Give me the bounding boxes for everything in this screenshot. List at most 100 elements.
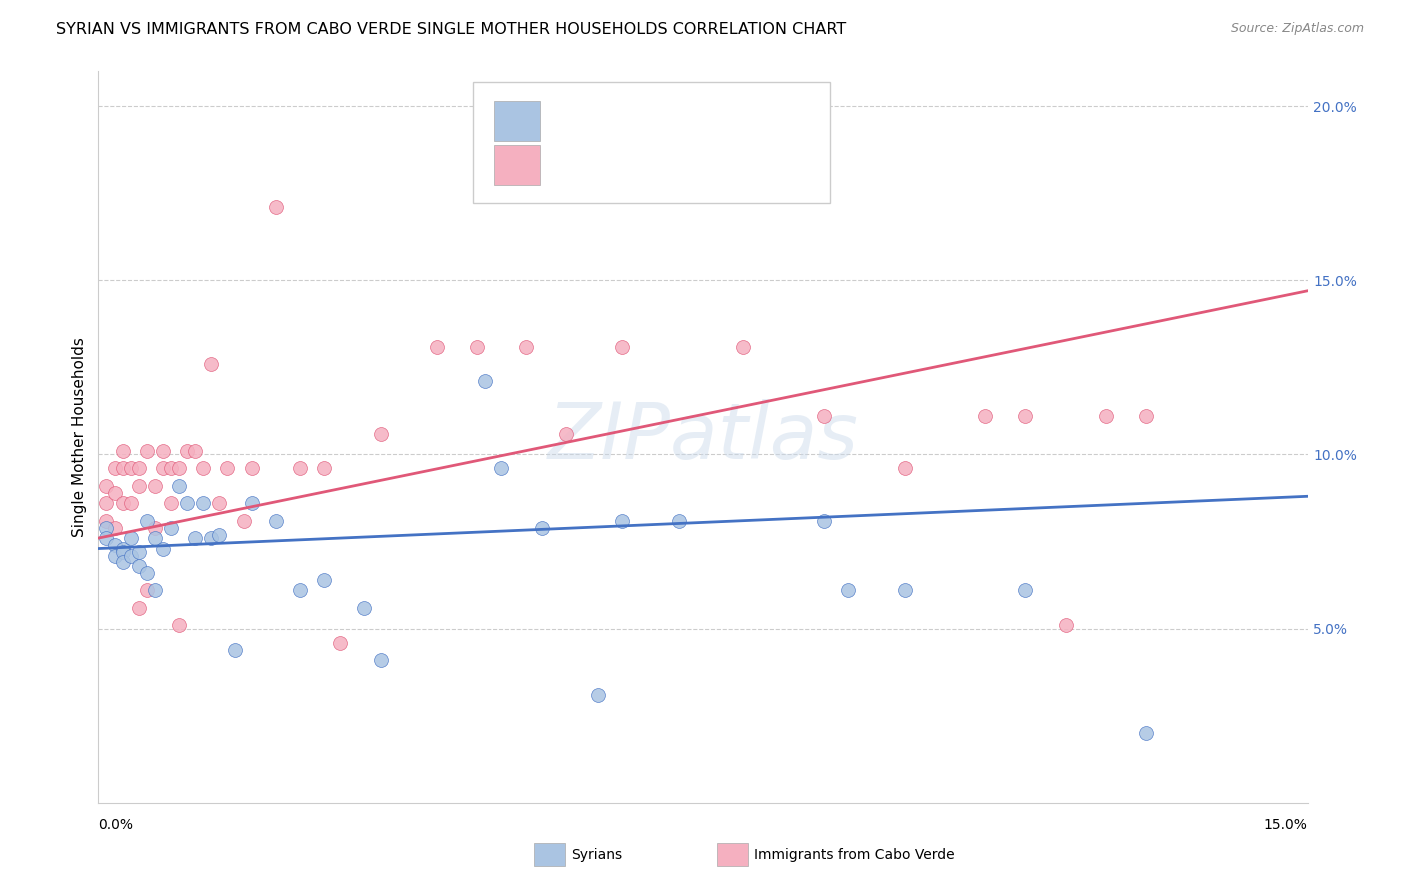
Point [103, 549, 125, 563]
Point [208, 496, 231, 510]
Point [1014, 409, 1036, 424]
Text: R =: R = [558, 112, 593, 130]
Point [240, 461, 263, 475]
Point [288, 583, 311, 598]
Point [167, 461, 190, 475]
Point [733, 339, 755, 353]
Point [160, 461, 183, 475]
Point [143, 479, 166, 493]
Point [176, 496, 198, 510]
Point [314, 461, 336, 475]
Text: ZIPatlas: ZIPatlas [547, 399, 859, 475]
Point [426, 339, 449, 353]
Point [120, 531, 142, 545]
Point [111, 556, 134, 570]
Point [128, 545, 150, 559]
Point [200, 357, 222, 371]
Point [128, 479, 150, 493]
Point [111, 444, 134, 458]
Point [515, 339, 537, 353]
Point [143, 521, 166, 535]
Point [465, 339, 488, 353]
Point [96, 496, 118, 510]
Point [135, 514, 157, 528]
Point [370, 653, 392, 667]
Point [160, 496, 183, 510]
Point [264, 200, 287, 214]
Text: 41: 41 [782, 112, 804, 130]
Text: N =: N = [716, 112, 752, 130]
Text: 0.0%: 0.0% [98, 818, 134, 832]
Point [128, 558, 150, 573]
Point [288, 461, 311, 475]
FancyBboxPatch shape [474, 82, 830, 203]
Text: 0.107: 0.107 [624, 112, 676, 130]
Text: Source: ZipAtlas.com: Source: ZipAtlas.com [1230, 22, 1364, 36]
Point [103, 538, 125, 552]
Point [530, 521, 553, 535]
Point [329, 635, 352, 649]
Point [96, 514, 118, 528]
Text: 0.384: 0.384 [624, 156, 678, 174]
Point [1135, 726, 1157, 740]
Point [96, 531, 118, 545]
Point [1054, 618, 1077, 632]
Point [668, 514, 690, 528]
Point [167, 479, 190, 493]
Point [555, 426, 578, 441]
FancyBboxPatch shape [494, 145, 540, 186]
Point [184, 531, 207, 545]
Point [167, 618, 190, 632]
Text: Immigrants from Cabo Verde: Immigrants from Cabo Verde [754, 847, 955, 862]
Point [264, 514, 287, 528]
Point [491, 461, 513, 475]
Point [120, 549, 142, 563]
Point [128, 600, 150, 615]
Point [837, 583, 859, 598]
Point [111, 461, 134, 475]
Point [232, 514, 254, 528]
Text: SYRIAN VS IMMIGRANTS FROM CABO VERDE SINGLE MOTHER HOUSEHOLDS CORRELATION CHART: SYRIAN VS IMMIGRANTS FROM CABO VERDE SIN… [56, 22, 846, 37]
Point [193, 461, 215, 475]
Point [224, 642, 246, 657]
Point [111, 541, 134, 556]
Point [135, 566, 157, 580]
Y-axis label: Single Mother Households: Single Mother Households [72, 337, 87, 537]
Point [474, 375, 496, 389]
Point [128, 461, 150, 475]
Point [1095, 409, 1118, 424]
Point [111, 545, 134, 559]
FancyBboxPatch shape [494, 101, 540, 141]
Point [135, 444, 157, 458]
Point [353, 600, 375, 615]
Point [135, 583, 157, 598]
Point [217, 461, 239, 475]
Point [120, 461, 142, 475]
Point [152, 444, 174, 458]
Point [370, 426, 392, 441]
Point [1135, 409, 1157, 424]
Text: 15.0%: 15.0% [1264, 818, 1308, 832]
Point [813, 409, 835, 424]
Point [193, 496, 215, 510]
Point [103, 485, 125, 500]
Point [813, 514, 835, 528]
Point [111, 496, 134, 510]
Point [160, 521, 183, 535]
Point [96, 521, 118, 535]
Text: 50: 50 [782, 156, 804, 174]
Point [120, 496, 142, 510]
Point [612, 514, 634, 528]
Point [893, 461, 915, 475]
Point [974, 409, 997, 424]
Point [103, 461, 125, 475]
Text: R =: R = [558, 156, 593, 174]
Text: N =: N = [716, 156, 752, 174]
Point [152, 461, 174, 475]
Point [893, 583, 915, 598]
Text: Syrians: Syrians [571, 847, 621, 862]
Point [240, 496, 263, 510]
Point [200, 531, 222, 545]
Point [143, 531, 166, 545]
Point [184, 444, 207, 458]
